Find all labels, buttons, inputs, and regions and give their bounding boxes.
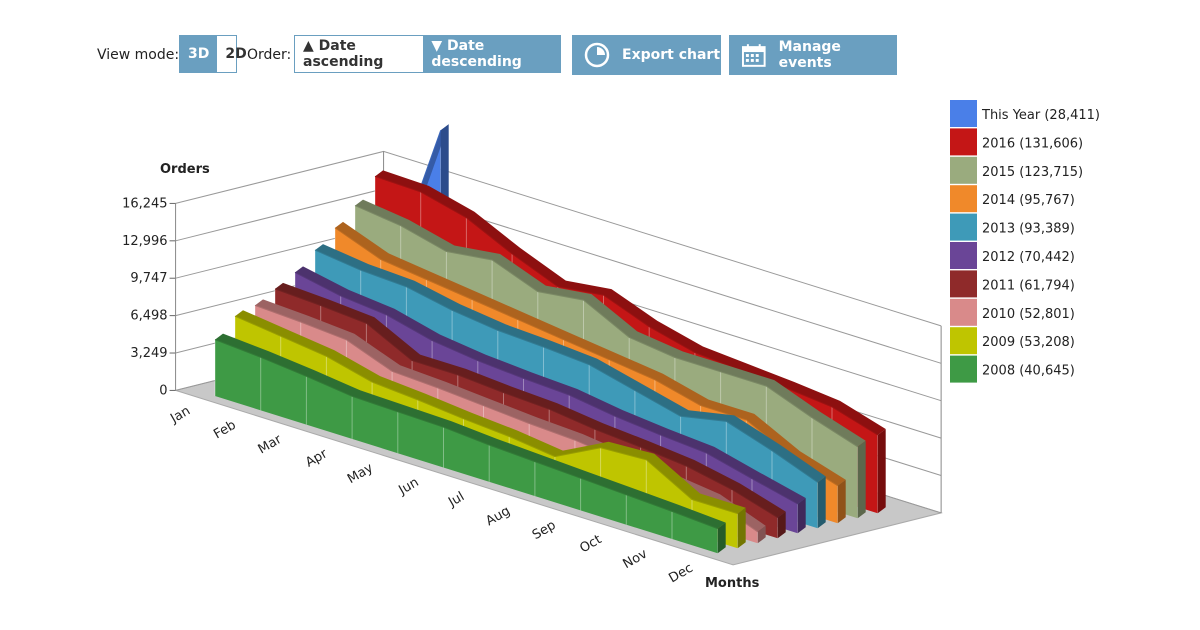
legend-label: 2009 (53,208) [982, 335, 1075, 350]
view-mode-group: 3D 2D [179, 35, 247, 73]
order-desc-button[interactable]: ▼ Date descending [423, 36, 560, 72]
ridge-band [355, 199, 866, 447]
end-cap [757, 525, 766, 544]
legend-label: 2016 (131,606) [982, 136, 1083, 151]
order-label: Order: [247, 47, 292, 63]
manage-button[interactable]: Manage events [729, 35, 897, 75]
view-2d-button[interactable]: 2D [225, 46, 247, 62]
legend-label: 2013 (93,389) [982, 222, 1075, 237]
x-tick-label: Dec [666, 561, 695, 587]
legend-swatch [950, 156, 977, 184]
ridge-band [295, 266, 806, 504]
legend-swatch [950, 242, 977, 269]
ridge-band [215, 333, 726, 529]
series-line [214, 339, 718, 530]
legend-label: 2010 (52,801) [982, 307, 1075, 322]
area-face [215, 339, 718, 554]
legend-label: 2012 (70,442) [982, 250, 1075, 265]
ridge-band [375, 170, 886, 435]
legend-swatch [950, 270, 977, 298]
ridge-band [235, 310, 746, 514]
legend-label: 2011 (61,794) [982, 278, 1075, 293]
x-tick-label: Mar [256, 432, 285, 458]
ridge-band [255, 299, 766, 532]
series-line [234, 315, 738, 515]
end-cap [737, 507, 746, 549]
view-3d-button[interactable]: 3D [180, 36, 218, 72]
series [214, 333, 726, 554]
series-line [274, 288, 778, 519]
y-tick-label: 6,498 [130, 309, 167, 324]
ridge-band [275, 282, 786, 518]
pie-icon [584, 42, 610, 68]
x-tick-label: Jan [167, 403, 193, 427]
end-cap [817, 476, 826, 529]
x-axis-title: Months [705, 576, 760, 591]
legend-label: 2008 (40,645) [982, 364, 1075, 379]
legend-swatch [950, 355, 977, 383]
y-tick-label: 3,249 [130, 346, 167, 361]
series-line [334, 227, 838, 487]
legend-label: 2014 (95,767) [982, 193, 1075, 208]
legend-swatch [950, 128, 977, 156]
order-asc-button[interactable]: ▲ Date ascending [303, 38, 384, 70]
ridge-band [335, 221, 846, 486]
y-tick-label: 0 [159, 383, 167, 398]
x-tick-label: Oct [577, 532, 604, 556]
ridge-band [315, 244, 826, 483]
export-button[interactable]: Export chart [572, 35, 721, 75]
series-line [354, 205, 858, 448]
calendar-icon [741, 44, 766, 67]
x-tick-label: Jul [445, 489, 467, 510]
y-tick-label: 9,747 [130, 271, 167, 286]
x-tick-label: Nov [621, 546, 651, 572]
x-tick-label: Feb [211, 418, 238, 443]
legend-swatch [950, 100, 977, 127]
legend-swatch [950, 327, 977, 355]
end-cap [717, 522, 726, 554]
x-tick-label: Aug [483, 504, 512, 530]
x-tick-label: Jun [396, 475, 422, 499]
x-tick-label: Apr [303, 446, 331, 471]
end-cap [777, 511, 786, 539]
y-tick-label: 12,996 [122, 234, 168, 249]
legend-swatch [950, 213, 977, 241]
y-tick-label: 16,245 [122, 196, 168, 211]
end-cap [797, 498, 806, 534]
end-cap [857, 440, 866, 519]
end-cap [877, 429, 886, 514]
legend-label: This Year (28,411) [981, 108, 1100, 123]
grid-line [175, 150, 942, 327]
x-tick-label: May [345, 461, 376, 488]
y-axis-title: Orders [160, 162, 210, 177]
end-cap [837, 479, 846, 524]
series-line [294, 271, 798, 505]
legend-label: 2015 (123,715) [982, 165, 1083, 180]
series-line [374, 175, 878, 436]
export-label: Export chart [622, 47, 721, 63]
view-mode-label: View mode: [97, 47, 180, 63]
legend-swatch [950, 298, 977, 326]
x-tick-label: Sep [530, 518, 559, 543]
legend-swatch [950, 185, 977, 213]
manage-label: Manage events [778, 39, 841, 71]
series-line [314, 249, 818, 483]
order-group: ▲ Date ascending ▼ Date descending [294, 35, 561, 73]
